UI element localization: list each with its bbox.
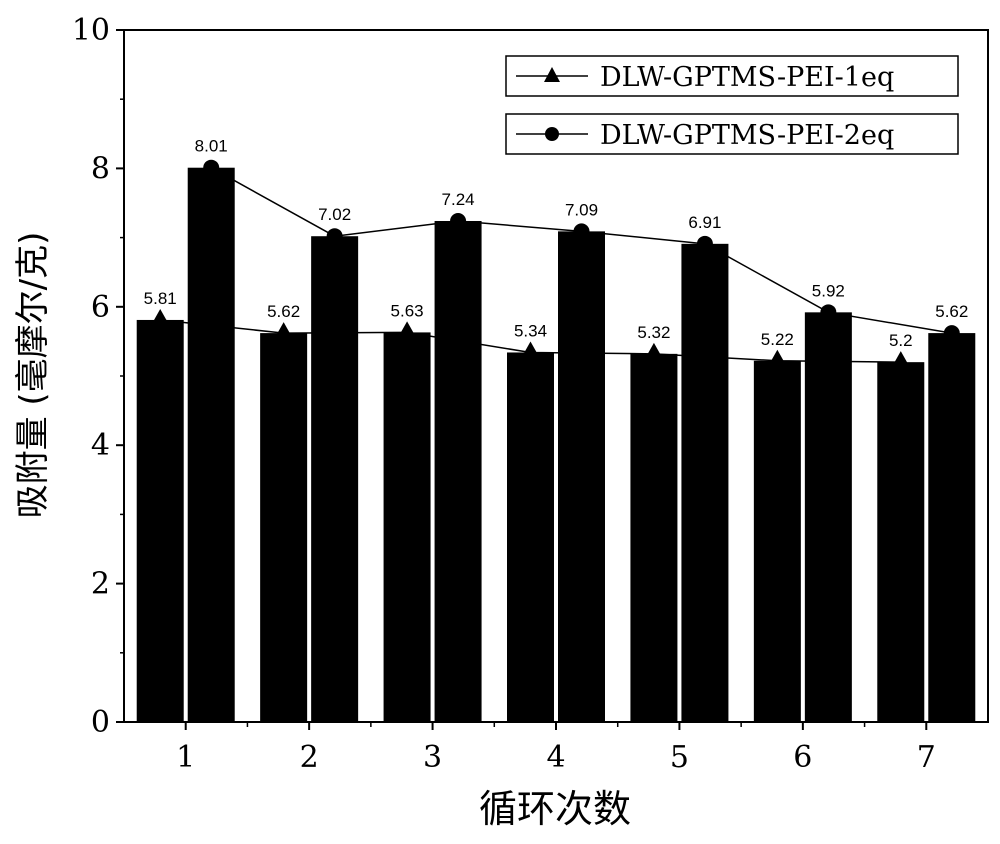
bar-series-1 (753, 360, 801, 722)
circle-marker (943, 325, 960, 342)
bar-series-2 (187, 167, 235, 722)
legend-triangle-marker (544, 67, 560, 82)
y-tick-label: 4 (91, 428, 110, 463)
legend-label: DLW-GPTMS-PEI-2eq (600, 120, 894, 151)
bar-series-2 (928, 333, 976, 722)
data-label: 5.62 (935, 302, 968, 321)
x-tick-label: 6 (793, 740, 812, 775)
data-label: 7.09 (565, 200, 598, 219)
triangle-marker (891, 351, 910, 368)
bar-series-2 (681, 243, 729, 722)
x-tick-label: 5 (670, 740, 689, 775)
circle-marker (450, 212, 467, 229)
circle-marker (326, 228, 343, 245)
bar-series-2 (434, 220, 482, 722)
bar-series-1 (877, 362, 925, 722)
bar-series-2 (804, 312, 852, 722)
y-tick-label: 6 (91, 290, 110, 325)
legend-circle-marker (545, 127, 559, 141)
data-label: 5.32 (637, 323, 670, 342)
bars (136, 167, 976, 722)
data-label: 5.34 (514, 321, 547, 340)
data-label: 7.02 (318, 205, 351, 224)
y-tick-label: 0 (91, 705, 110, 740)
data-label: 6.91 (688, 213, 721, 232)
triangle-marker (768, 349, 787, 366)
bar-series-1 (260, 333, 308, 722)
circle-marker (820, 304, 837, 321)
data-label: 5.62 (267, 302, 300, 321)
value-labels: 5.81 5.62 5.63 5.34 5.32 5.22 5.2 8.01 7.02 7.24 7… (144, 137, 969, 350)
y-tick-label: 10 (72, 13, 110, 48)
x-axis-label: 循环次数 (479, 787, 631, 831)
data-label: 5.22 (761, 330, 794, 349)
x-tick-label: 1 (176, 740, 195, 775)
circle-marker (203, 159, 220, 176)
data-label: 5.2 (889, 331, 913, 350)
x-tick-label: 3 (423, 740, 442, 775)
y-axis-label: 吸附量 (毫摩尔/克) (13, 232, 53, 519)
triangle-marker (521, 341, 540, 358)
y-tick-label: 2 (91, 567, 110, 602)
circle-marker (573, 223, 590, 240)
y-axis: 0 2 4 6 8 10 (72, 13, 124, 740)
series-markers (151, 159, 960, 368)
x-tick-label: 2 (300, 740, 319, 775)
x-tick-label: 7 (917, 740, 936, 775)
legend-label: DLW-GPTMS-PEI-1eq (600, 62, 894, 93)
triangle-marker (644, 342, 663, 359)
triangle-marker (274, 322, 293, 339)
circle-marker (696, 235, 713, 252)
data-label: 8.01 (195, 137, 228, 156)
bar-series-2 (311, 236, 359, 722)
bar-series-1 (383, 332, 431, 722)
triangle-marker (398, 321, 417, 338)
data-label: 5.81 (144, 289, 177, 308)
data-label: 5.63 (391, 301, 424, 320)
bar-series-1 (136, 319, 184, 722)
bar-series-2 (558, 231, 605, 722)
y-tick-label: 8 (91, 151, 110, 186)
data-label: 5.92 (812, 281, 845, 300)
data-label: 7.24 (442, 190, 475, 209)
x-axis: 1 2 3 4 5 6 7 (176, 722, 936, 775)
bar-series-1 (507, 352, 554, 722)
legend: DLW-GPTMS-PEI-1eq DLW-GPTMS-PEI-2eq (505, 55, 959, 155)
triangle-marker (151, 308, 170, 325)
x-tick-label: 4 (546, 740, 565, 775)
bar-series-1 (630, 353, 678, 722)
